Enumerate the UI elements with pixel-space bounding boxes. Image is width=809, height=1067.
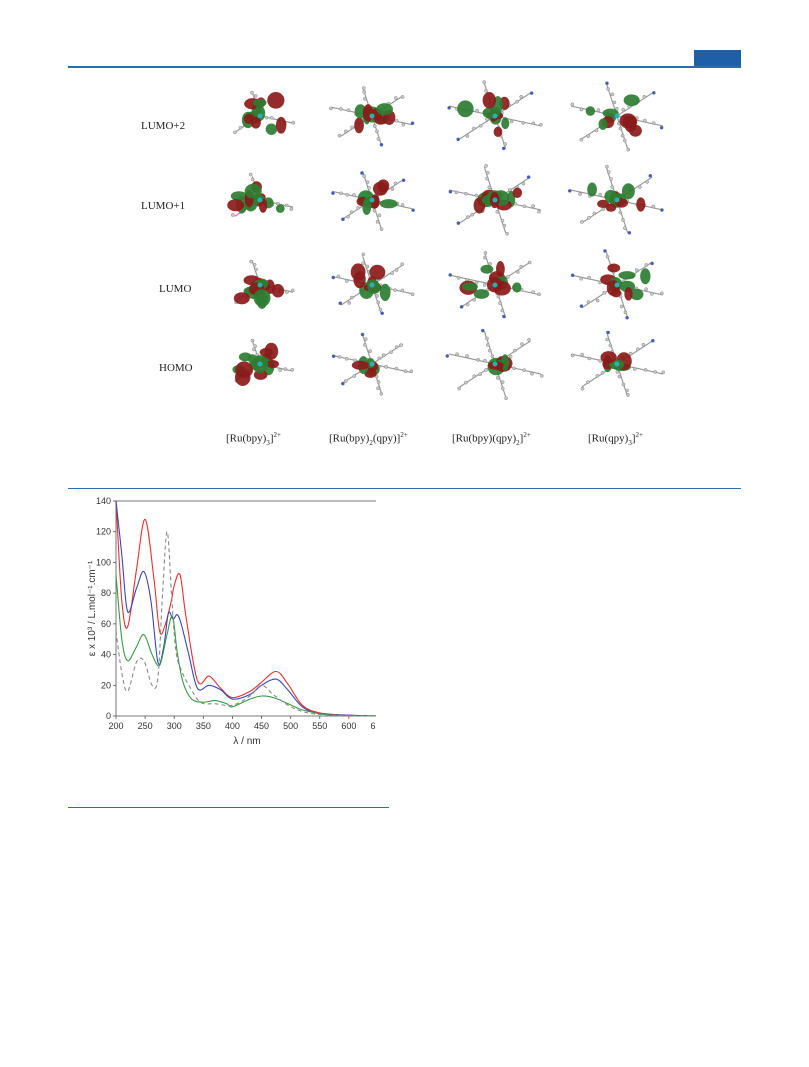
orbital-lumo2-complex-3 bbox=[447, 80, 543, 151]
absorption-chart: 200 250 300 350 400 450 500 550 600 650 0 20 40 60 80 1… bbox=[87, 496, 376, 747]
y-tick-label: 140 bbox=[96, 496, 111, 506]
complex-label-3: [Ru(bpy)(qpy)2]2+ bbox=[452, 431, 531, 447]
y-tick-label: 20 bbox=[101, 680, 111, 690]
orbital-label-homo: HOMO bbox=[159, 362, 193, 374]
orbital-lumo2-complex-1 bbox=[233, 90, 296, 135]
orbital-lumo1-complex-4 bbox=[567, 164, 664, 235]
orbital-lumo1-complex-3 bbox=[448, 164, 541, 236]
chart-frame bbox=[115, 500, 376, 717]
header-rule bbox=[68, 66, 741, 68]
x-tick-label: 550 bbox=[312, 721, 327, 731]
x-tick-label: 300 bbox=[167, 721, 182, 731]
series-line-1 bbox=[115, 500, 376, 717]
orbital-homo-complex-2 bbox=[331, 332, 414, 396]
series-line-2 bbox=[115, 500, 376, 717]
section-rule bbox=[68, 488, 741, 489]
x-tick-label: 400 bbox=[225, 721, 240, 731]
orbital-homo-complex-4 bbox=[570, 330, 666, 397]
x-tick-label: 600 bbox=[341, 721, 356, 731]
series-line-4 bbox=[115, 531, 376, 717]
orbital-homo-complex-3 bbox=[445, 328, 544, 401]
x-tick-label: 450 bbox=[254, 721, 269, 731]
caption-rule bbox=[68, 807, 389, 808]
complex-label-2: [Ru(bpy)2(qpy)]2+ bbox=[329, 431, 408, 447]
chart-ticks: 200 250 300 350 400 450 500 550 600 650 0 20 40 60 80 1… bbox=[96, 496, 376, 731]
y-tick-label: 80 bbox=[101, 588, 111, 598]
orbital-label-lumo: LUMO bbox=[159, 283, 192, 295]
x-tick-label: 250 bbox=[138, 721, 153, 731]
orbital-label-lumo1: LUMO+1 bbox=[141, 200, 186, 212]
orbital-label-lumo2: LUMO+2 bbox=[141, 120, 186, 132]
y-axis-title: ε x 10³ / L.mol⁻¹.cm⁻¹ bbox=[87, 560, 98, 656]
y-tick-label: 40 bbox=[101, 650, 111, 660]
x-tick-label: 500 bbox=[283, 721, 298, 731]
plot-border bbox=[115, 500, 376, 717]
complex-label-4: [Ru(qpy)3]2+ bbox=[588, 431, 643, 447]
complex-label-1: [Ru(bpy)3]2+ bbox=[226, 431, 281, 447]
y-tick-label: 60 bbox=[101, 619, 111, 629]
orbital-lumo-complex-1 bbox=[233, 259, 295, 309]
orbital-lumo2-complex-2 bbox=[329, 86, 415, 147]
x-axis-title: λ / nm bbox=[233, 736, 260, 747]
orbital-lumo2-complex-4 bbox=[570, 81, 664, 152]
y-tick-label: 100 bbox=[96, 557, 111, 567]
orbital-lumo-complex-3 bbox=[448, 251, 541, 319]
x-tick-label: 350 bbox=[196, 721, 211, 731]
orbital-homo-complex-1 bbox=[232, 338, 295, 386]
series-line-3 bbox=[115, 574, 376, 717]
header-tab bbox=[694, 50, 741, 66]
x-tick-label: 200 bbox=[108, 721, 123, 731]
x-tick-label: 650 bbox=[370, 721, 376, 731]
orbital-lumo-complex-4 bbox=[570, 249, 664, 320]
y-tick-label: 120 bbox=[96, 527, 111, 537]
orbital-lumo1-complex-1 bbox=[227, 172, 294, 217]
y-tick-label: 0 bbox=[106, 711, 111, 721]
orbital-lumo-complex-2 bbox=[331, 252, 415, 316]
chart-lines bbox=[115, 500, 376, 717]
orbital-lumo1-complex-2 bbox=[331, 171, 415, 231]
